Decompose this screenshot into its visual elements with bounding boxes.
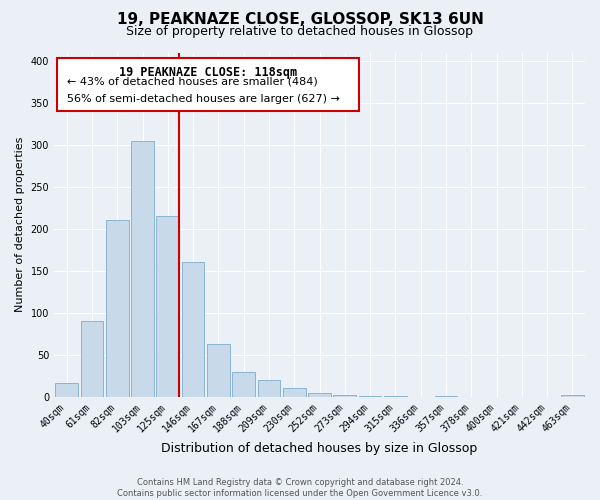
Bar xyxy=(207,344,230,397)
Bar xyxy=(106,220,128,397)
Bar xyxy=(55,382,78,397)
Y-axis label: Number of detached properties: Number of detached properties xyxy=(15,137,25,312)
Bar xyxy=(80,321,103,397)
X-axis label: Distribution of detached houses by size in Glossop: Distribution of detached houses by size … xyxy=(161,442,478,455)
Bar xyxy=(131,140,154,397)
Bar xyxy=(157,216,179,397)
Bar xyxy=(308,394,331,397)
Bar xyxy=(384,396,407,397)
Bar xyxy=(182,262,205,397)
Text: ← 43% of detached houses are smaller (484): ← 43% of detached houses are smaller (48… xyxy=(67,77,318,87)
Bar xyxy=(257,380,280,397)
Text: 19, PEAKNAZE CLOSE, GLOSSOP, SK13 6UN: 19, PEAKNAZE CLOSE, GLOSSOP, SK13 6UN xyxy=(116,12,484,28)
Bar xyxy=(359,396,382,397)
Bar xyxy=(561,395,584,397)
Bar xyxy=(334,395,356,397)
Bar xyxy=(434,396,457,397)
Text: 19 PEAKNAZE CLOSE: 118sqm: 19 PEAKNAZE CLOSE: 118sqm xyxy=(119,66,297,78)
Text: 56% of semi-detached houses are larger (627) →: 56% of semi-detached houses are larger (… xyxy=(67,94,340,104)
Text: Contains HM Land Registry data © Crown copyright and database right 2024.
Contai: Contains HM Land Registry data © Crown c… xyxy=(118,478,482,498)
FancyBboxPatch shape xyxy=(56,58,359,111)
Text: Size of property relative to detached houses in Glossop: Size of property relative to detached ho… xyxy=(127,25,473,38)
Bar xyxy=(232,372,255,397)
Bar xyxy=(283,388,305,397)
